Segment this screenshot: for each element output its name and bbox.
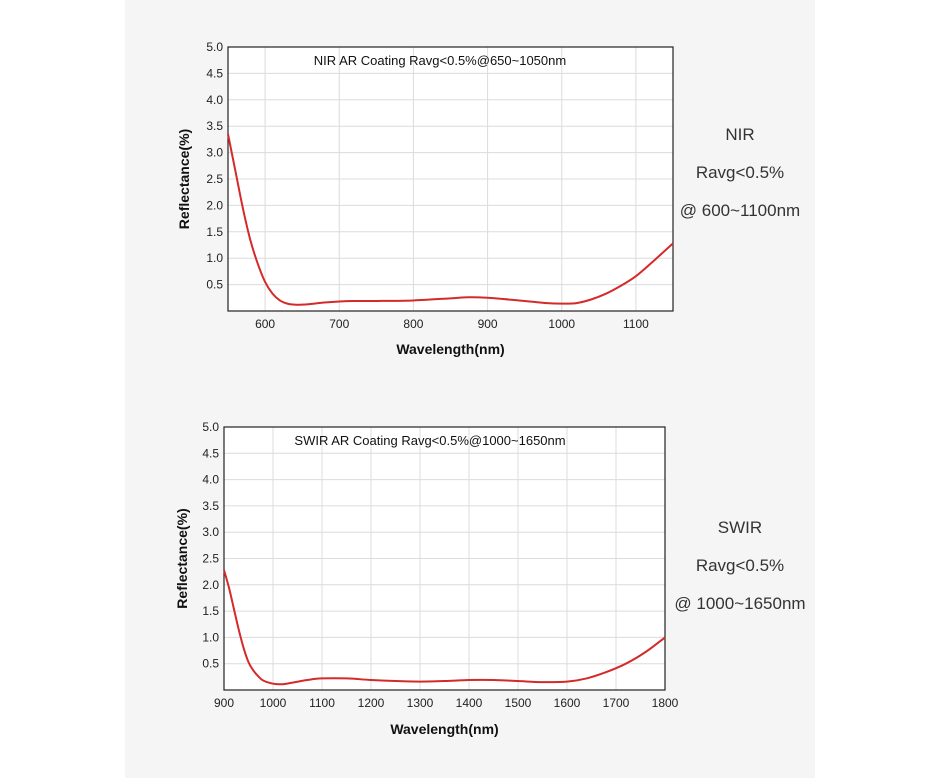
swir-y-tick-label: 4.5 [202,446,219,460]
nir-side-note: NIR Ravg<0.5% @ 600~1100nm [655,116,825,230]
nir-x-tick-label: 900 [478,317,498,331]
nir-x-tick-label: 800 [403,317,423,331]
nir-y-tick-label: 3.5 [206,119,223,133]
swir-y-tick-label: 2.5 [202,552,219,566]
swir-reflectance-curve [223,569,666,686]
swir-chart-title: SWIR AR Coating Ravg<0.5%@1000~1650nm [294,433,565,448]
nir-note-ravg: Ravg<0.5% [695,163,785,182]
swir-side-note: SWIR Ravg<0.5% @ 1000~1650nm [655,509,825,623]
swir-plot-frame [223,426,666,691]
nir-x-tick-label: 1100 [623,317,649,331]
swir-y-axis-title: Reflectance(%) [174,508,190,608]
swir-x-tick-label: 1800 [652,696,679,710]
swir-x-tick-label: 1700 [603,696,630,710]
nir-y-tick-label: 4.5 [206,66,223,80]
swir-x-tick-label: 1300 [407,696,434,710]
nir-x-tick-label: 1000 [548,317,575,331]
nir-y-tick-label: 5.0 [206,40,223,54]
swir-x-tick-label: 1500 [505,696,532,710]
nir-note-label: NIR [725,125,755,144]
nir-y-tick-label: 3.0 [206,146,223,160]
nir-y-tick-label: 1.0 [206,251,223,265]
nir-y-tick-label: 1.5 [206,225,223,239]
nir-y-tick-label: 2.0 [206,198,223,212]
nir-y-tick-label: 2.5 [206,172,223,186]
swir-x-tick-label: 900 [214,696,234,710]
swir-y-tick-label: 5.0 [202,420,219,434]
nir-plot-frame [227,46,674,312]
swir-x-tick-label: 1200 [358,696,385,710]
nir-chart-title: NIR AR Coating Ravg<0.5%@650~1050nm [314,53,566,68]
swir-note-range: @ 1000~1650nm [674,594,806,613]
nir-y-axis-title: Reflectance(%) [176,129,192,229]
nir-x-tick-label: 600 [255,317,275,331]
nir-y-tick-label: 4.0 [206,93,223,107]
swir-x-tick-label: 1100 [309,696,335,710]
swir-note-ravg: Ravg<0.5% [695,556,785,575]
nir-reflectance-curve [227,133,674,306]
swir-y-tick-label: 2.0 [202,578,219,592]
swir-x-tick-label: 1600 [554,696,581,710]
nir-x-axis-title: Wavelength(nm) [396,341,504,357]
nir-y-tick-label: 0.5 [206,278,223,292]
swir-y-tick-label: 0.5 [202,657,219,671]
swir-x-tick-label: 1400 [456,696,483,710]
swir-x-tick-label: 1000 [260,696,287,710]
nir-note-range: @ 600~1100nm [679,201,801,220]
swir-x-axis-title: Wavelength(nm) [390,721,498,737]
swir-y-tick-label: 3.5 [202,499,219,513]
swir-y-tick-label: 1.0 [202,630,219,644]
nir-x-tick-label: 700 [329,317,349,331]
swir-y-tick-label: 1.5 [202,604,219,618]
swir-y-tick-label: 4.0 [202,473,219,487]
swir-y-tick-label: 3.0 [202,525,219,539]
swir-note-label: SWIR [717,518,763,537]
